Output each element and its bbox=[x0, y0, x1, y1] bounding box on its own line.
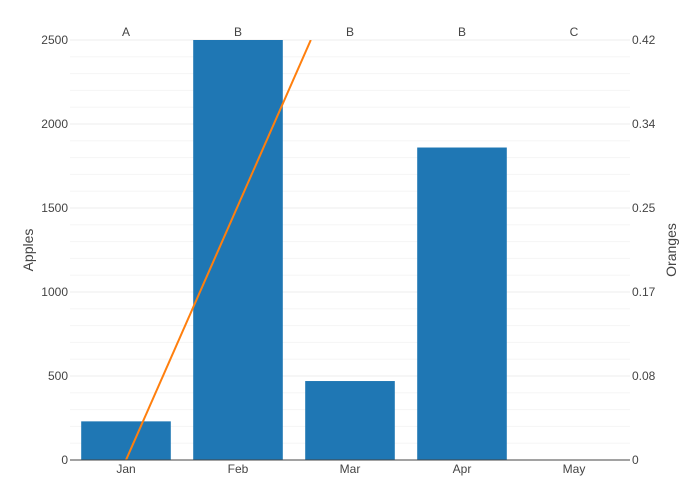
x-tick-labels: Jan Feb Mar Apr May bbox=[116, 462, 585, 476]
y-tick-label: 1500 bbox=[41, 201, 68, 215]
y2-tick-label: 0 bbox=[632, 453, 639, 467]
y-axis-title: Apples bbox=[20, 229, 36, 272]
x-tick-label: Mar bbox=[340, 462, 361, 476]
y-tick-label: 0 bbox=[61, 453, 68, 467]
top-tick-label: B bbox=[234, 25, 242, 39]
grid bbox=[70, 39, 630, 444]
bar-apr bbox=[417, 147, 507, 460]
y2-tick-label: 0.08 bbox=[632, 369, 656, 383]
x-tick-label: May bbox=[563, 462, 586, 476]
y-tick-label: 500 bbox=[48, 369, 68, 383]
bar-mar bbox=[305, 381, 395, 460]
bar-feb bbox=[193, 40, 283, 460]
y2-tick-label: 0.42 bbox=[632, 33, 656, 47]
line-series bbox=[125, 40, 312, 460]
x-tick-label: Apr bbox=[453, 462, 472, 476]
y2-tick-label: 0.25 bbox=[632, 201, 656, 215]
line-oranges bbox=[125, 40, 312, 460]
y-tick-label: 1000 bbox=[41, 285, 68, 299]
x-tick-label: Jan bbox=[116, 462, 135, 476]
y-tick-labels: 0 500 1000 1500 2000 2500 bbox=[41, 33, 68, 467]
y2-tick-label: 0.17 bbox=[632, 285, 656, 299]
y2-tick-labels: 0 0.08 0.17 0.25 0.34 0.42 bbox=[632, 33, 656, 467]
x-tick-label: Feb bbox=[228, 462, 249, 476]
top-tick-label: C bbox=[570, 25, 579, 39]
bar-series bbox=[81, 40, 507, 460]
top-tick-label: A bbox=[122, 25, 130, 39]
y2-axis-title: Oranges bbox=[663, 223, 679, 277]
y-tick-label: 2500 bbox=[41, 33, 68, 47]
y-tick-label: 2000 bbox=[41, 117, 68, 131]
bar-jan bbox=[81, 421, 171, 460]
y2-tick-label: 0.34 bbox=[632, 117, 656, 131]
top-tick-label: B bbox=[458, 25, 466, 39]
top-tick-label: B bbox=[346, 25, 354, 39]
